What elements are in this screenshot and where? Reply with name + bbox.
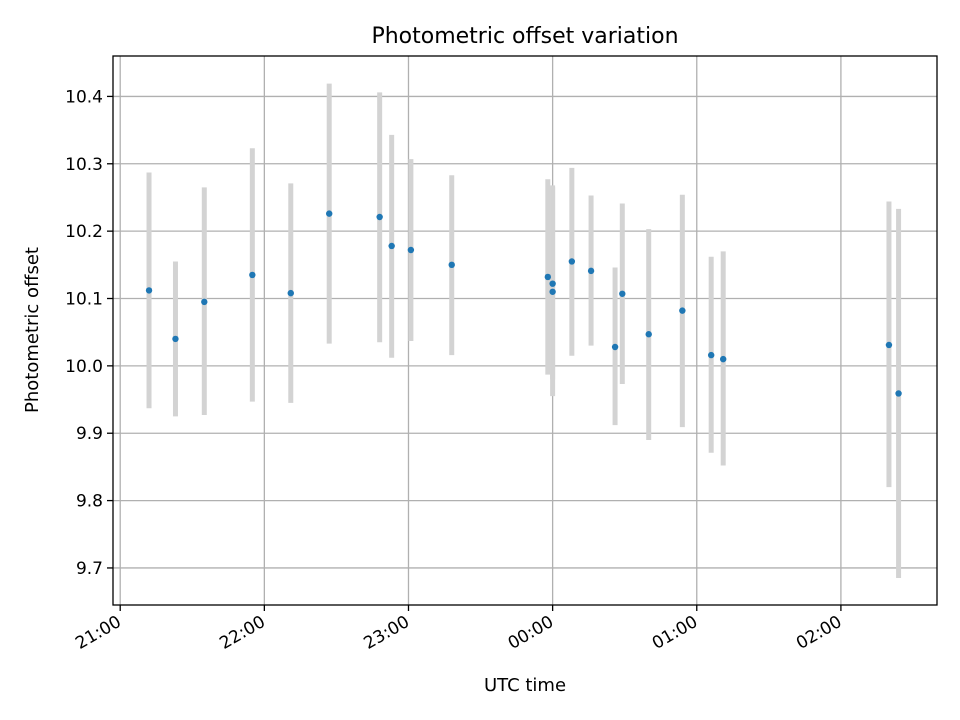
data-point (407, 246, 415, 254)
data-point (388, 242, 395, 250)
y-tick-label: 10.4 (65, 87, 103, 107)
data-point (568, 258, 576, 265)
y-tick-label: 9.9 (76, 424, 103, 444)
data-point (287, 289, 294, 297)
data-point (611, 343, 619, 351)
data-point (549, 280, 556, 287)
data-point (707, 351, 715, 359)
data-points (145, 210, 902, 397)
y-tick-label: 10.0 (65, 357, 103, 377)
data-point (619, 290, 626, 297)
data-point (645, 331, 652, 338)
y-tick-label: 10.1 (65, 290, 103, 310)
data-point (895, 390, 902, 397)
y-tick-label: 10.2 (65, 222, 103, 242)
data-point (249, 271, 256, 279)
data-point (201, 298, 208, 306)
data-point (376, 213, 383, 221)
y-tick-label: 10.3 (65, 155, 103, 175)
data-point (587, 267, 595, 275)
chart-title: Photometric offset variation (371, 24, 678, 49)
data-point (544, 273, 552, 281)
y-axis: 9.7 9.8 9.9 10.0 10.1 10.2 10.3 10.4 (65, 87, 113, 579)
y-tick-label: 9.7 (76, 559, 103, 579)
data-point (326, 210, 333, 217)
plot-frame (112, 55, 938, 606)
data-point (679, 307, 686, 314)
y-tick-label: 9.8 (76, 492, 103, 512)
data-point (549, 288, 556, 295)
x-axis-label: UTC time (484, 675, 566, 696)
data-point (145, 287, 153, 294)
data-point (448, 261, 455, 269)
data-point (172, 335, 179, 343)
data-point (885, 341, 893, 349)
data-point (719, 355, 727, 363)
y-axis-label: Photometric offset (22, 247, 43, 413)
